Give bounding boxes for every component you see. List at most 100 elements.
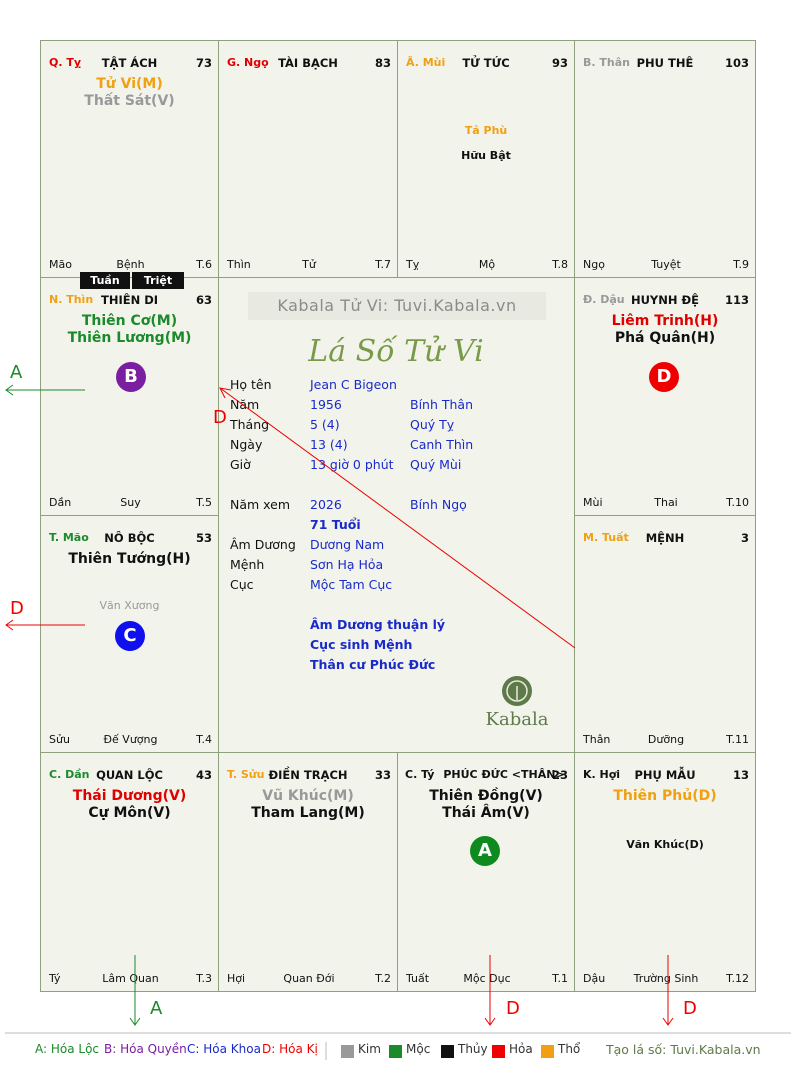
house-name: TÀI BẠCH bbox=[278, 56, 338, 70]
footer-age: T.9 bbox=[733, 258, 749, 271]
legend-hoa-loc: A: Hóa Lộc bbox=[35, 1042, 100, 1056]
palace-mui[interactable]: Ã. Mùi TỬ TỨC 93 Tả Phù Hữu Bật Tỵ Mộ T.… bbox=[397, 40, 575, 278]
legend-thuy: Thủy bbox=[458, 1042, 488, 1056]
major-stars: Thiên Cơ(M) Thiên Lương(M) bbox=[41, 313, 218, 347]
palace-dau[interactable]: Đ. Dậu HUYNH ĐỆ 113 Liêm Trinh(H) Phá Qu… bbox=[574, 277, 756, 516]
footer-stage: Lâm Quan bbox=[102, 972, 159, 985]
branch-label: Q. Tỵ bbox=[49, 56, 82, 69]
kabala-logo-text: Kabala bbox=[485, 709, 549, 730]
footer-branch: Hợi bbox=[227, 972, 246, 985]
footer-stage: Thai bbox=[654, 496, 678, 509]
footer-age: T.12 bbox=[726, 972, 749, 985]
major-stars: Thiên Phủ(D) bbox=[575, 788, 755, 805]
info-label: Giờ bbox=[230, 457, 251, 472]
palace-suu[interactable]: T. Sửu ĐIỀN TRẠCH 33 Vũ Khúc(M) Tham Lan… bbox=[218, 752, 398, 992]
info-value: 5 (4) bbox=[310, 417, 340, 432]
footer-branch: Ngọ bbox=[583, 258, 605, 271]
legend-hoa-swatch bbox=[492, 1045, 505, 1058]
star: Thất Sát(V) bbox=[84, 93, 175, 109]
footer-age: T.10 bbox=[726, 496, 749, 509]
palace-thin[interactable]: N. Thìn THIÊN DI 63 Thiên Cơ(M) Thiên Lư… bbox=[40, 277, 219, 516]
legend-moc: Mộc bbox=[406, 1042, 431, 1056]
triet-tag: Triệt bbox=[132, 272, 184, 289]
footer-age: T.6 bbox=[196, 258, 212, 271]
star: Thái Âm(V) bbox=[442, 805, 530, 821]
legend-kim-swatch bbox=[341, 1045, 354, 1058]
info-value-canchi: Canh Thìn bbox=[410, 437, 474, 452]
house-name: NÔ BỘC bbox=[104, 531, 155, 545]
tuan-tag: Tuần bbox=[80, 272, 130, 289]
branch-label: B. Thân bbox=[583, 56, 630, 69]
house-name: PHỤ MẪU bbox=[634, 768, 696, 782]
info-value: Sơn Hạ Hỏa bbox=[310, 557, 384, 572]
site-credit-link[interactable]: Tạo lá số: Tuvi.Kabala.vn bbox=[606, 1042, 761, 1057]
arrow-label: D bbox=[213, 407, 227, 428]
info-label: Cục bbox=[230, 577, 254, 592]
chart-title: Lá Số Tử Vi bbox=[308, 334, 484, 369]
legend-hoa-khoa: C: Hóa Khoa bbox=[187, 1042, 261, 1056]
branch-label: Ã. Mùi bbox=[406, 56, 446, 69]
info-value: Jean C Bigeon bbox=[310, 377, 397, 392]
house-number: 93 bbox=[551, 56, 568, 70]
arrow-label: D bbox=[506, 998, 520, 1019]
hoa-khoa-marker: C bbox=[115, 621, 145, 651]
palace-hoi[interactable]: K. Hợi PHỤ MẪU 13 Thiên Phủ(D) Văn Khúc(… bbox=[574, 752, 756, 992]
palace-mao[interactable]: T. Mão NÔ BỘC 53 Thiên Tướng(H) Văn Xươn… bbox=[40, 515, 219, 753]
watermark-banner: Kabala Tử Vi: Tuvi.Kabala.vn bbox=[248, 292, 546, 320]
chart-board bbox=[40, 40, 756, 992]
palace-ngo[interactable]: G. Ngọ TÀI BẠCH 83 Thìn Tử T.7 bbox=[218, 40, 398, 278]
arrowhead-icon bbox=[219, 387, 232, 399]
branch-label: K. Hợi bbox=[583, 768, 621, 781]
info-value-canchi: Bính Thân bbox=[410, 397, 474, 412]
arrowhead-icon bbox=[5, 384, 14, 396]
house-number: 53 bbox=[195, 531, 212, 545]
legend-hoa: Hỏa bbox=[509, 1042, 533, 1056]
arrow-label: D bbox=[10, 598, 24, 619]
footer-stage: Mộc Dục bbox=[463, 972, 511, 985]
star: Thiên Đồng(V) bbox=[429, 788, 543, 804]
info-value: 13 (4) bbox=[310, 437, 348, 452]
house-name: PHU THÊ bbox=[636, 56, 694, 70]
info-note: Âm Dương thuận lý bbox=[310, 617, 446, 632]
house-number: 83 bbox=[374, 56, 391, 70]
info-value: 13 giờ 0 phút bbox=[310, 457, 394, 472]
house-name: THIÊN DI bbox=[100, 293, 159, 307]
star: Thái Dương(V) bbox=[72, 788, 187, 804]
kabala-tree-logo-icon bbox=[502, 676, 532, 706]
palace-dan[interactable]: C. Dần QUAN LỘC 43 Thái Dương(V) Cự Môn(… bbox=[40, 752, 219, 992]
info-label: Ngày bbox=[230, 437, 263, 452]
branch-label: N. Thìn bbox=[49, 293, 94, 306]
hoa-ki-marker: D bbox=[649, 362, 679, 392]
footer-branch: Tý bbox=[49, 972, 61, 985]
arrowhead-icon bbox=[129, 1017, 141, 1026]
info-label: Năm xem bbox=[230, 497, 291, 512]
house-number: 73 bbox=[195, 56, 212, 70]
legend-moc-swatch bbox=[389, 1045, 402, 1058]
footer-stage: Mộ bbox=[478, 258, 496, 271]
info-value-canchi: Quý Mùi bbox=[410, 457, 462, 472]
footer-age: T.7 bbox=[375, 258, 391, 271]
arrow-label: A bbox=[150, 998, 163, 1019]
info-value: 1956 bbox=[310, 397, 342, 412]
house-name: MỆNH bbox=[645, 531, 685, 545]
house-name: PHÚC ĐỨC <THÂN> bbox=[443, 768, 565, 781]
info-note: Cục sinh Mệnh bbox=[310, 637, 413, 652]
branch-label: Đ. Dậu bbox=[583, 293, 625, 306]
footer-age: T.5 bbox=[196, 496, 212, 509]
arrowhead-icon bbox=[5, 619, 14, 631]
footer-age: T.4 bbox=[196, 733, 212, 746]
footer-age: T.8 bbox=[552, 258, 568, 271]
legend-hoa-quyen: B: Hóa Quyền bbox=[104, 1042, 187, 1056]
branch-label: C. Dần bbox=[49, 768, 90, 781]
minor-star: Tả Phù bbox=[464, 124, 508, 137]
info-label: Mệnh bbox=[230, 557, 265, 572]
star: Phá Quân(H) bbox=[614, 330, 716, 346]
info-value: 2026 bbox=[310, 497, 342, 512]
palace-ty-water[interactable]: C. Tý PHÚC ĐỨC <THÂN> 23 Thiên Đồng(V) T… bbox=[397, 752, 575, 992]
info-age: 71 Tuổi bbox=[310, 517, 361, 532]
house-number: 113 bbox=[724, 293, 749, 307]
footer-branch: Mão bbox=[49, 258, 72, 271]
minor-star: Văn Khúc(D) bbox=[626, 838, 704, 851]
footer-branch: Dần bbox=[49, 496, 72, 509]
info-value: Mộc Tam Cục bbox=[310, 577, 393, 592]
